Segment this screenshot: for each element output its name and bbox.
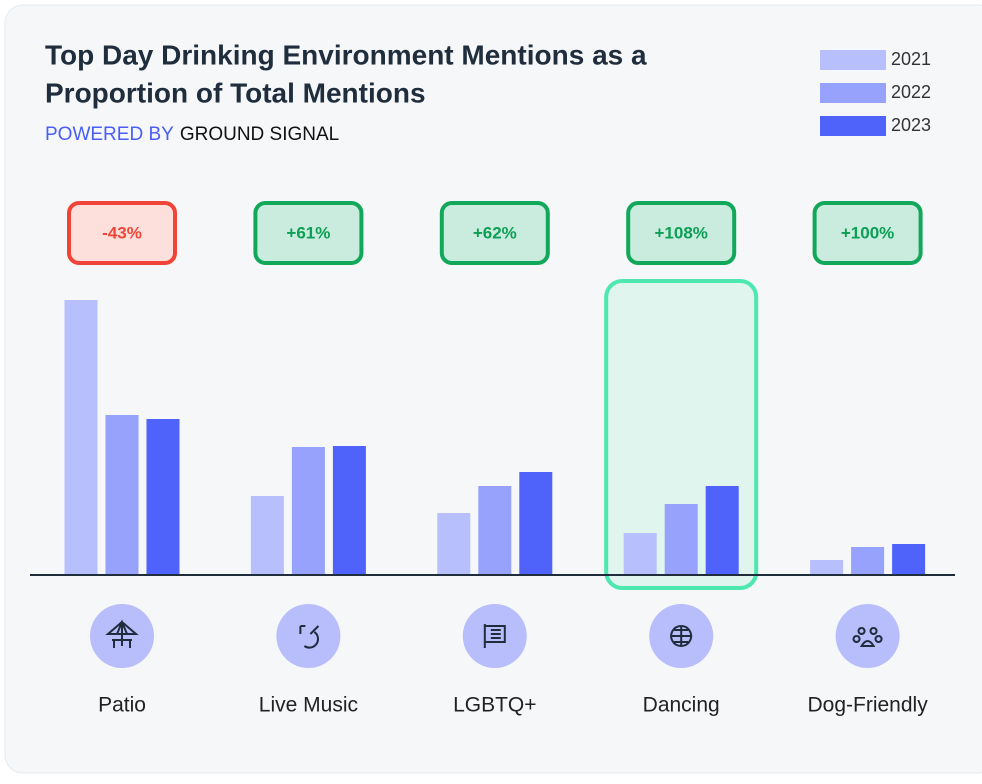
bar xyxy=(892,544,926,575)
icon-glyph xyxy=(299,625,320,649)
chart-title: Proportion of Total Mentions xyxy=(45,77,426,108)
card xyxy=(4,4,982,774)
change-badge xyxy=(626,201,737,265)
icon-glyph xyxy=(852,627,883,647)
bar xyxy=(291,447,325,575)
bar xyxy=(105,415,139,575)
change-badge xyxy=(812,201,923,265)
change-label: +108% xyxy=(654,223,707,242)
chart-title: Top Day Drinking Environment Mentions as… xyxy=(45,39,647,70)
legend-label: 2021 xyxy=(891,49,931,69)
bar xyxy=(519,472,553,575)
change-label: +100% xyxy=(841,223,894,242)
x-tick-label: Patio xyxy=(98,694,146,717)
x-tick-label: Live Music xyxy=(259,694,358,717)
icon-glyph xyxy=(483,624,506,648)
icon-glyph xyxy=(105,619,139,648)
category-icon xyxy=(462,604,527,668)
bar xyxy=(250,496,284,575)
change-label: +61% xyxy=(286,223,330,242)
bar xyxy=(332,446,366,575)
legend-swatch xyxy=(820,116,886,136)
legend-swatch xyxy=(820,50,886,70)
bar xyxy=(664,504,698,575)
subtitle-lead: POWERED BY xyxy=(45,124,174,145)
bar xyxy=(146,419,180,575)
bar xyxy=(851,547,885,575)
legend-swatch xyxy=(820,83,886,103)
x-tick-label: Dancing xyxy=(643,694,720,717)
category-icon xyxy=(835,604,900,668)
change-badge xyxy=(253,201,364,265)
change-badge xyxy=(67,201,177,265)
bar xyxy=(437,513,471,575)
change-label: -43% xyxy=(102,223,142,242)
icon-glyph xyxy=(670,625,693,647)
x-tick-label: LGBTQ+ xyxy=(453,694,536,717)
category-icon xyxy=(276,604,341,668)
subtitle: POWERED BY GROUND SIGNAL xyxy=(45,124,339,145)
bar xyxy=(478,486,512,575)
legend-label: 2023 xyxy=(891,115,931,135)
change-badge xyxy=(439,201,550,265)
bar xyxy=(810,560,844,575)
bar xyxy=(623,533,657,575)
bar xyxy=(64,300,98,575)
x-tick-label: Dog-Friendly xyxy=(807,694,928,717)
brand: GROUND SIGNAL xyxy=(180,124,339,145)
legend-label: 2022 xyxy=(891,82,931,102)
change-label: +62% xyxy=(473,223,517,242)
bar xyxy=(705,486,739,575)
